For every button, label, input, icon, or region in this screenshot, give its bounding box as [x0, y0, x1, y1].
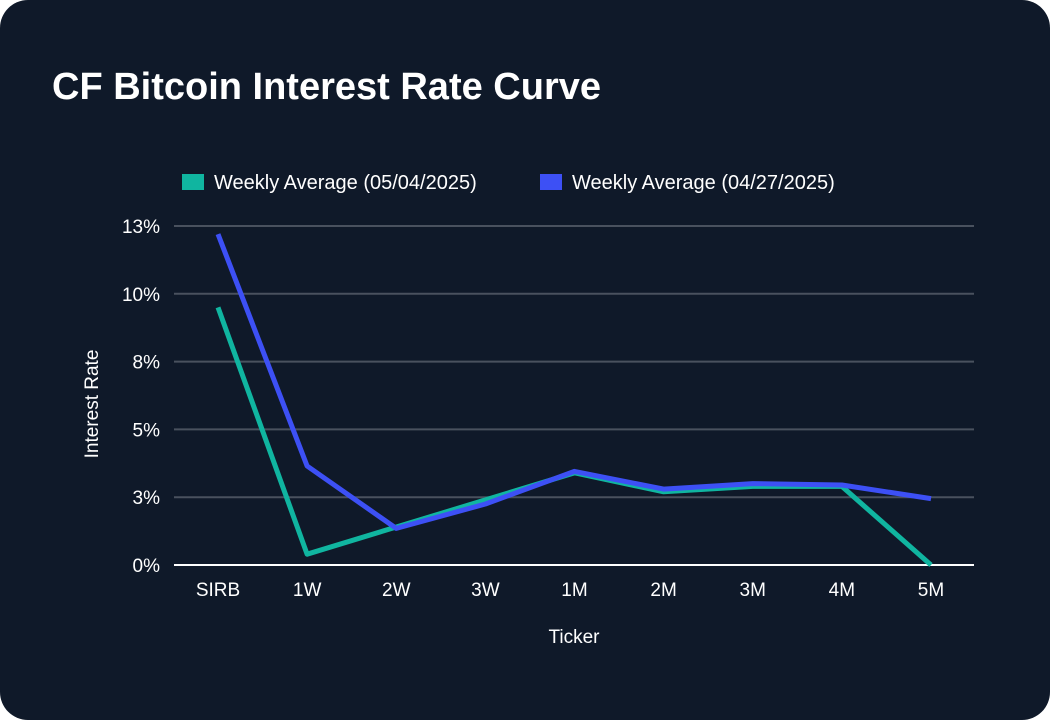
series-line-2 — [215, 233, 932, 531]
y-tick-label: 3% — [133, 488, 161, 509]
y-tick-label: 10% — [122, 285, 160, 306]
legend-swatch-2 — [540, 174, 562, 190]
x-tick-label: 4M — [829, 580, 855, 601]
legend: Weekly Average (05/04/2025) Weekly Averag… — [182, 172, 835, 194]
series-line-1 — [215, 306, 933, 567]
y-tick-labels: 0% 3% 5% 8% 10% 13% — [122, 217, 160, 577]
chart-title: CF Bitcoin Interest Rate Curve — [52, 66, 601, 108]
y-tick-label: 0% — [133, 556, 161, 577]
y-axis-title: Interest Rate — [82, 350, 103, 459]
y-gridlines — [174, 225, 974, 566]
x-tick-label: 3M — [740, 580, 766, 601]
x-tick-label: 2M — [650, 580, 676, 601]
legend-label-2: Weekly Average (04/27/2025) — [572, 172, 835, 194]
legend-swatch-1 — [182, 174, 204, 190]
x-axis-title: Ticker — [548, 627, 600, 648]
x-tick-label: 3W — [471, 580, 500, 601]
legend-label-1: Weekly Average (05/04/2025) — [214, 172, 477, 194]
y-tick-label: 8% — [133, 353, 161, 374]
series-lines — [215, 233, 933, 567]
x-tick-label: 1M — [561, 580, 587, 601]
x-tick-label: 2W — [382, 580, 411, 601]
x-tick-label: 1W — [293, 580, 322, 601]
x-tick-label: SIRB — [196, 580, 240, 601]
x-tick-label: 5M — [918, 580, 944, 601]
y-tick-label: 13% — [122, 217, 160, 238]
y-tick-label: 5% — [133, 420, 161, 441]
x-tick-labels: SIRB 1W 2W 3W 1M 2M 3M 4M 5M — [196, 580, 944, 601]
